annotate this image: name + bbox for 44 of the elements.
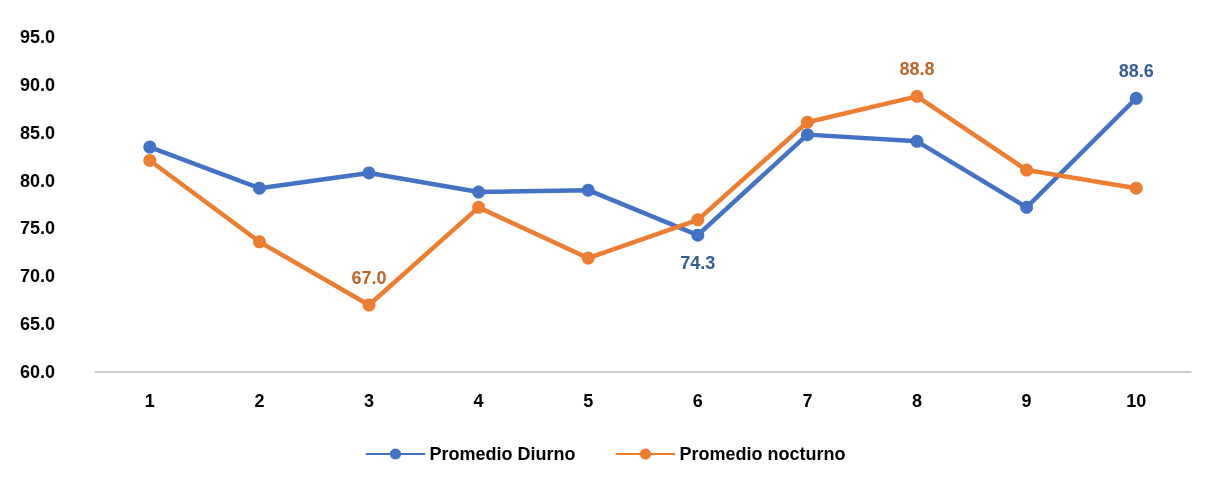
point	[1020, 163, 1034, 177]
data-label: 88.8	[899, 58, 935, 79]
data-label: 88.6	[1118, 60, 1154, 81]
point	[252, 181, 266, 195]
y-tick-label: 80.0	[19, 170, 55, 191]
point	[362, 298, 376, 312]
x-tick-label: 4	[473, 391, 484, 411]
point	[143, 140, 157, 154]
x-tick-label: 7	[802, 391, 813, 411]
point	[472, 185, 486, 199]
data-label: 67.0	[351, 267, 387, 288]
y-tick-label: 60.0	[19, 362, 55, 382]
y-tick-label: 75.0	[19, 218, 55, 239]
point	[581, 183, 595, 197]
point	[910, 134, 924, 148]
point	[143, 153, 157, 167]
y-tick-label: 70.0	[19, 266, 55, 287]
x-tick-label: 8	[911, 391, 923, 411]
point	[1129, 181, 1143, 195]
y-tick-label: 65.0	[19, 314, 55, 335]
y-tick-label: 95.0	[19, 27, 55, 47]
y-tick-label: 90.0	[19, 74, 55, 95]
point	[581, 251, 595, 265]
point	[362, 166, 376, 180]
point	[1129, 91, 1143, 105]
point	[252, 235, 266, 249]
x-tick-label: 1	[144, 391, 155, 411]
x-tick-label: 2	[254, 391, 265, 411]
point	[1020, 200, 1034, 214]
legend-label: Promedio Diurno	[429, 444, 576, 464]
point	[910, 89, 924, 103]
x-tick-label: 6	[692, 391, 703, 411]
x-tick-label: 10	[1126, 391, 1147, 411]
point	[800, 128, 814, 142]
x-tick-label: 3	[363, 391, 375, 411]
point	[691, 228, 705, 242]
point	[800, 115, 814, 129]
legend-label: Promedio nocturno	[679, 444, 846, 464]
x-tick-label: 5	[583, 391, 594, 411]
x-tick-label: 9	[1021, 391, 1032, 411]
data-label: 74.3	[680, 252, 716, 273]
y-tick-label: 85.0	[19, 122, 55, 143]
point	[691, 213, 705, 227]
point	[472, 200, 486, 214]
